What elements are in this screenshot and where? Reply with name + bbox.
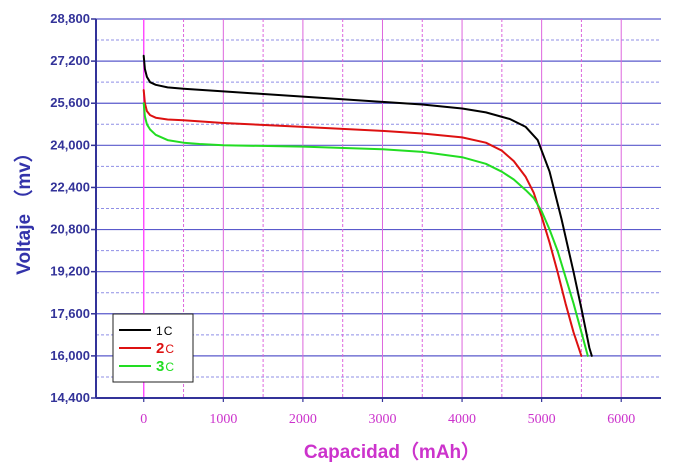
y-tick-labels: 14,400 16,000 17,600 19,200 20,800 22,400 24,0… [50, 11, 96, 405]
x-tick-label: 1000 [209, 412, 237, 427]
legend-label-2c: 2C [156, 340, 174, 357]
y-tick-label: 19,200 [50, 264, 90, 279]
legend-unit: C [165, 342, 174, 356]
y-tick-label: 27,200 [50, 53, 90, 68]
y-tick-label: 16,000 [50, 348, 90, 363]
x-tick-label: 0 [140, 412, 147, 427]
legend-unit: C [164, 324, 173, 338]
y-tick-label: 17,600 [50, 306, 90, 321]
legend-number: 3 [156, 358, 164, 375]
x-tick-label: 2000 [289, 412, 317, 427]
x-tick-label: 3000 [368, 412, 396, 427]
x-tick-label: 6000 [607, 412, 635, 427]
legend-label-3c: 3C [156, 358, 174, 375]
y-tick-label: 24,000 [50, 137, 90, 152]
x-axis-label: Capacidad（mAh） [304, 440, 480, 463]
y-tick-label: 28,800 [50, 11, 90, 26]
data-series [142, 54, 593, 357]
x-tick-label: 5000 [528, 412, 556, 427]
series-line-3c [142, 102, 589, 357]
series-line-2c [142, 89, 583, 357]
x-tick-labels: 0 1000 2000 3000 4000 5000 6000 [140, 398, 635, 427]
legend-label-1c: 1C [156, 324, 173, 338]
series-line-1c [142, 54, 593, 357]
y-tick-label: 14,400 [50, 390, 90, 405]
legend-number: 2 [156, 340, 164, 357]
x-tick-label: 4000 [448, 412, 476, 427]
y-tick-label: 25,600 [50, 95, 90, 110]
legend-number: 1 [156, 324, 163, 338]
axes [95, 19, 661, 399]
y-tick-label: 22,400 [50, 179, 90, 194]
grid-lines [96, 18, 661, 399]
y-tick-label: 20,800 [50, 222, 90, 237]
legend-unit: C [165, 360, 174, 374]
y-axis-label: Voltaje （mv） [12, 143, 35, 275]
